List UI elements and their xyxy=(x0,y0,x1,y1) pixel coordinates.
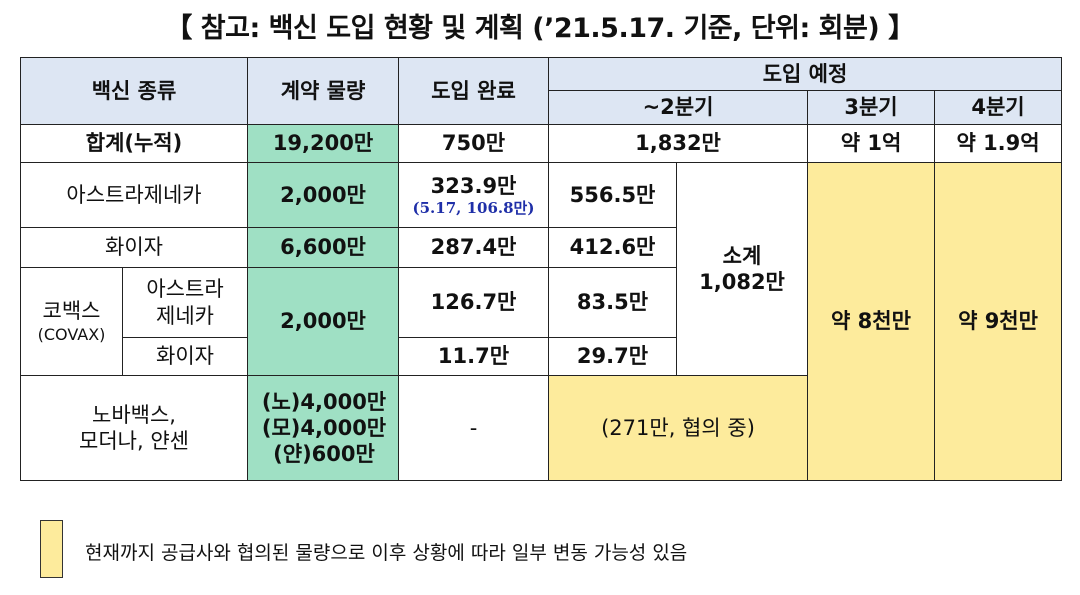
az-label: 아스트라제네카 xyxy=(20,162,248,228)
az-q2: 556.5만 xyxy=(548,162,677,228)
header-q3: 3분기 xyxy=(807,90,935,125)
covax-az-label-2: 제네카 xyxy=(156,303,214,328)
az-introduced-cell: 323.9만 (5.17, 106.8만) xyxy=(398,162,549,228)
covax-az-introduced: 126.7만 xyxy=(398,267,549,338)
others-introduced: - xyxy=(398,375,549,481)
others-q2: (271만, 협의 중) xyxy=(548,375,808,481)
total-q4: 약 1.9억 xyxy=(933,124,1063,163)
legend-swatch xyxy=(40,520,63,578)
others-contract-3: (얀)600만 xyxy=(273,442,375,467)
covax-pfizer-introduced: 11.7만 xyxy=(398,337,549,376)
total-q3: 약 1억 xyxy=(807,124,935,163)
covax-pfizer-label: 화이자 xyxy=(122,337,248,376)
legend-text: 현재까지 공급사와 협의된 물량으로 이후 상황에 따라 일부 변동 가능성 있… xyxy=(85,542,688,564)
q3-estimate: 약 8천만 xyxy=(807,162,935,481)
page-title: 【 참고: 백신 도입 현황 및 계획 (’21.5.17. 기준, 단위: 회… xyxy=(165,13,915,44)
pfizer-label: 화이자 xyxy=(20,227,248,268)
subtotal-label: 소계 xyxy=(722,243,762,268)
az-contract: 2,000만 xyxy=(247,162,399,228)
others-contract-1: (노)4,000만 xyxy=(261,389,387,414)
covax-az-label-cell: 아스트라 제네카 xyxy=(122,267,248,338)
table-row-astrazeneca: 아스트라제네카 2,000만 323.9만 (5.17, 106.8만) 556… xyxy=(20,162,1063,481)
covax-pfizer-q2: 29.7만 xyxy=(548,337,677,376)
total-introduced: 750만 xyxy=(398,124,549,163)
subtotal-cell: 소계 1,082만 xyxy=(676,162,808,376)
pfizer-contract: 6,600만 xyxy=(247,227,399,268)
others-contract-cell: (노)4,000만 (모)4,000만 (얀)600만 xyxy=(247,375,399,481)
covax-az-q2: 83.5만 xyxy=(548,267,677,338)
header-planned: 도입 예정 xyxy=(547,57,1063,91)
covax-label-cell: 코백스 (COVAX) xyxy=(20,267,123,376)
covax-label: 코백스 xyxy=(42,299,101,324)
table-row-covax-pfizer: 화이자 11.7만 29.7만 xyxy=(21,337,1062,376)
covax-label-en: (COVAX) xyxy=(37,324,106,344)
others-label-2: 모더나, 얀센 xyxy=(79,429,189,453)
subtotal-value: 1,082만 xyxy=(699,270,785,294)
header-q2: ~2분기 xyxy=(548,90,808,125)
pfizer-introduced: 287.4만 xyxy=(398,227,549,268)
covax-az-label-1: 아스트라 xyxy=(146,277,224,302)
total-label: 합계(누적) xyxy=(20,124,248,163)
covax-contract: 2,000만 xyxy=(247,267,399,376)
q4-estimate: 약 9천만 xyxy=(933,162,1063,481)
table-row-covax-az: 코백스 (COVAX) 아스트라 제네카 2,000만 126.7만 83.5만 xyxy=(20,267,1062,376)
header-contract-quantity: 계약 물량 xyxy=(247,57,399,125)
others-contract-2: (모)4,000만 xyxy=(261,415,387,440)
az-introduced-note: (5.17, 106.8만) xyxy=(412,198,535,217)
header-vaccine-type: 백신 종류 xyxy=(20,57,248,125)
header-q4: 4분기 xyxy=(933,90,1063,125)
pfizer-q2: 412.6만 xyxy=(548,227,677,268)
total-q2: 1,832만 xyxy=(548,124,808,163)
az-introduced: 323.9만 xyxy=(430,173,517,198)
vaccine-table: 백신 종류 계약 물량 도입 완료 도입 예정 ~2분기 3분기 4분기 합계(… xyxy=(20,57,1063,481)
others-label-cell: 노바백스, 모더나, 얀센 xyxy=(20,375,248,481)
others-label-1: 노바백스, xyxy=(92,402,176,427)
table-row-others: 노바백스, 모더나, 얀센 (노)4,000만 (모)4,000만 (얀)600… xyxy=(20,375,1062,481)
header-introduced: 도입 완료 xyxy=(398,57,549,125)
total-contract: 19,200만 xyxy=(247,124,399,163)
table-row-total: 합계(누적) 19,200만 750만 1,832만 약 1억 약 1.9억 xyxy=(20,124,1063,163)
